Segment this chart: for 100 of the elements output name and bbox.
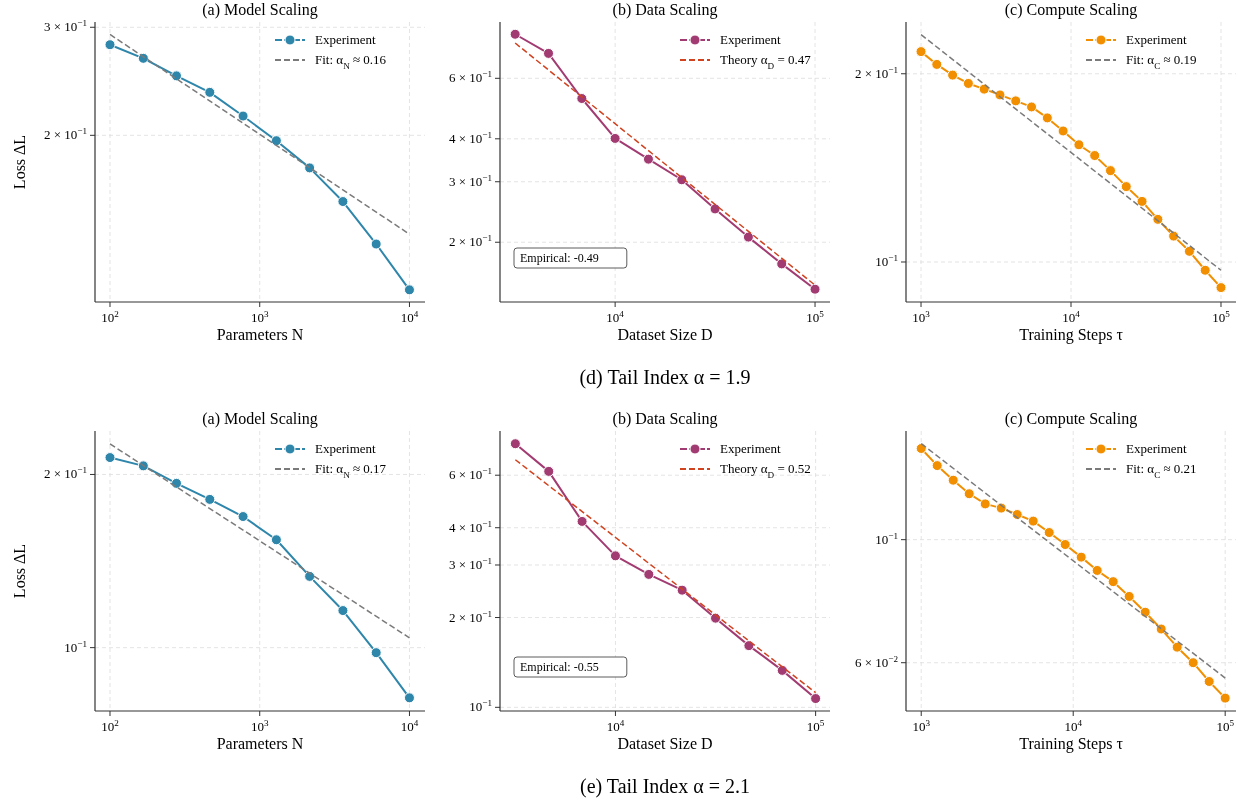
point bbox=[1123, 590, 1135, 602]
point bbox=[1183, 245, 1195, 257]
y-tick-label: 6 × 10$^{−1}$ bbox=[448, 466, 492, 483]
point bbox=[915, 46, 927, 58]
point bbox=[204, 86, 216, 98]
point bbox=[1104, 165, 1116, 177]
annotation: Empirical: -0.55 bbox=[520, 660, 599, 674]
point bbox=[1199, 264, 1211, 276]
point bbox=[1089, 150, 1101, 162]
legend-label: Experiment bbox=[315, 441, 377, 456]
y-tick-label: 10$^{−1}$ bbox=[875, 252, 898, 269]
point bbox=[963, 488, 975, 500]
legend-label: Fit: α$_{N}$ ≈ 0.16 bbox=[315, 52, 387, 71]
point bbox=[270, 135, 282, 147]
point bbox=[776, 258, 788, 270]
legend-label: Theory α$_{D}$ = 0.47 bbox=[720, 52, 812, 71]
y-tick-label: 6 × 10$^{−2}$ bbox=[854, 653, 899, 670]
x-tick-label: 10$^{4}$ bbox=[1064, 718, 1083, 734]
point bbox=[915, 443, 927, 454]
x-tick-label: 10$^{2}$ bbox=[101, 309, 120, 325]
chart-title: (c) Compute Scaling bbox=[1004, 410, 1138, 428]
point bbox=[1057, 125, 1069, 137]
point bbox=[931, 58, 943, 70]
point bbox=[576, 515, 588, 527]
point bbox=[1107, 576, 1119, 588]
x-tick-label: 10$^{3}$ bbox=[912, 309, 931, 325]
point bbox=[270, 534, 282, 546]
point bbox=[1043, 527, 1055, 539]
point bbox=[237, 511, 249, 523]
x-axis-title: Training Steps τ bbox=[1019, 735, 1124, 753]
legend-label: Fit: α$_{C}$ ≈ 0.21 bbox=[1126, 461, 1197, 480]
y-tick-label: 10$^{−1}$ bbox=[469, 698, 492, 715]
point bbox=[742, 231, 754, 243]
point bbox=[931, 460, 943, 472]
y-tick-label: 3 × 10$^{−1}$ bbox=[448, 172, 492, 189]
x-axis-title: Training Steps τ bbox=[1019, 326, 1124, 344]
point bbox=[237, 110, 249, 122]
point bbox=[104, 452, 116, 464]
legend-label: Experiment bbox=[1126, 32, 1188, 47]
legend-label: Fit: α$_{C}$ ≈ 0.19 bbox=[1126, 52, 1197, 71]
x-axis-title: Dataset Size D bbox=[617, 735, 713, 752]
point bbox=[979, 498, 991, 510]
point bbox=[370, 647, 382, 659]
point bbox=[1120, 181, 1132, 193]
point bbox=[947, 474, 959, 486]
point bbox=[1171, 641, 1183, 653]
point bbox=[1041, 112, 1053, 124]
y-tick-label: 2 × 10$^{−1}$ bbox=[43, 126, 87, 143]
point bbox=[1136, 195, 1148, 207]
point bbox=[1187, 657, 1199, 669]
x-tick-label: 10$^{2}$ bbox=[101, 718, 120, 734]
point bbox=[337, 605, 349, 617]
x-tick-label: 10$^{4}$ bbox=[606, 718, 625, 734]
y-tick-label: 10$^{−1}$ bbox=[64, 638, 87, 655]
y-tick-label: 2 × 10$^{−1}$ bbox=[854, 64, 898, 81]
point bbox=[104, 39, 116, 51]
text: (d) Tail Index α = 1.9 bbox=[579, 366, 751, 389]
x-axis-title: Parameters N bbox=[216, 326, 304, 343]
x-tick-label: 10$^{3}$ bbox=[250, 309, 269, 325]
point bbox=[509, 438, 521, 450]
point bbox=[642, 153, 654, 165]
point bbox=[337, 196, 349, 208]
y-tick-label: 3 × 10$^{−1}$ bbox=[43, 18, 87, 35]
x-tick-label: 10$^{5}$ bbox=[1212, 309, 1231, 325]
legend-label: Experiment bbox=[1126, 441, 1188, 456]
annotation: Empirical: -0.49 bbox=[520, 251, 599, 265]
point bbox=[1139, 606, 1151, 618]
x-tick-label: 10$^{5}$ bbox=[806, 718, 825, 734]
point bbox=[543, 465, 555, 477]
point bbox=[543, 47, 555, 59]
point bbox=[204, 493, 216, 505]
text: (e) Tail Index α = 2.1 bbox=[580, 775, 750, 798]
y-tick-label: 3 × 10$^{−1}$ bbox=[448, 556, 492, 572]
legend-label: Theory α$_{D}$ = 0.52 bbox=[720, 461, 811, 480]
point bbox=[809, 283, 821, 295]
y-axis-title: Loss ΔL bbox=[11, 543, 28, 599]
point bbox=[962, 77, 974, 89]
chart-title: (b) Data Scaling bbox=[612, 1, 718, 19]
chart-title: (c) Compute Scaling bbox=[1004, 1, 1138, 19]
x-tick-label: 10$^{4}$ bbox=[606, 309, 625, 325]
legend-label: Fit: α$_{N}$ ≈ 0.17 bbox=[315, 461, 387, 480]
point bbox=[810, 693, 822, 705]
point bbox=[1075, 551, 1087, 563]
point bbox=[1219, 692, 1231, 704]
y-tick-label: 6 × 10$^{−1}$ bbox=[448, 69, 492, 86]
point bbox=[1059, 539, 1071, 551]
point bbox=[947, 69, 959, 81]
point bbox=[370, 238, 382, 250]
chart-title: (b) Data Scaling bbox=[612, 410, 718, 428]
point bbox=[1215, 282, 1227, 294]
y-tick-label: 4 × 10$^{−1}$ bbox=[448, 518, 492, 535]
point bbox=[1073, 139, 1085, 151]
y-tick-label: 2 × 10$^{−1}$ bbox=[448, 608, 492, 625]
point bbox=[643, 568, 655, 580]
x-tick-label: 10$^{4}$ bbox=[400, 718, 419, 734]
y-axis-title: Loss ΔL bbox=[11, 134, 28, 190]
x-axis-title: Parameters N bbox=[216, 735, 304, 752]
x-tick-label: 10$^{3}$ bbox=[912, 718, 931, 734]
point bbox=[609, 132, 621, 144]
point bbox=[1203, 675, 1215, 687]
